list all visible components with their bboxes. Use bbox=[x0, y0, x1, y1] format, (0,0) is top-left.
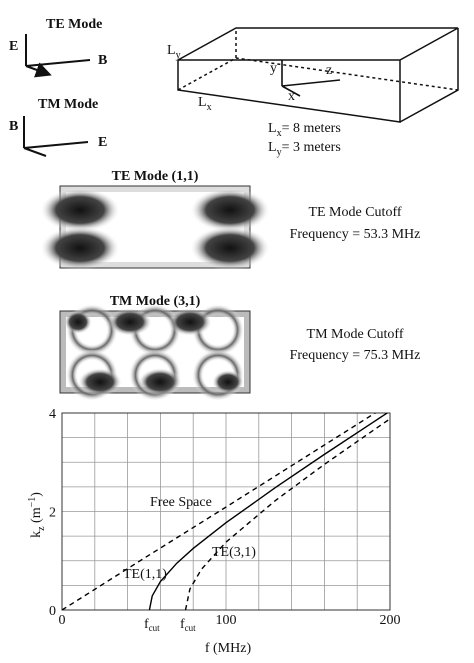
mode-title: TE Mode (1,1) bbox=[112, 169, 199, 184]
axes bbox=[281, 60, 341, 97]
annotation: fcut bbox=[180, 617, 196, 633]
series-line bbox=[62, 413, 377, 610]
tm-pattern bbox=[59, 304, 251, 401]
series-line bbox=[184, 418, 390, 610]
cutoff-title: TM Mode Cutoff bbox=[307, 327, 404, 342]
axis-y: y bbox=[270, 61, 277, 76]
waveguide-box bbox=[177, 27, 459, 123]
b-label: B bbox=[98, 53, 107, 68]
arrows bbox=[25, 34, 91, 74]
dimension: Lx= 8 meters bbox=[268, 121, 341, 139]
y-tick-label: 2 bbox=[49, 506, 56, 521]
arrows bbox=[23, 116, 89, 157]
y-tick-label: 0 bbox=[49, 604, 56, 619]
lx: Lx bbox=[198, 95, 212, 113]
y-tick-label: 4 bbox=[49, 407, 56, 422]
series-label: TE(1,1) bbox=[123, 567, 167, 582]
x-tick-label: 0 bbox=[59, 613, 66, 628]
plot-frame bbox=[61, 412, 391, 611]
e-label: E bbox=[9, 39, 18, 54]
ly: Ly bbox=[167, 43, 181, 61]
x-axis-label: f (MHz) bbox=[205, 641, 252, 656]
tm-diagram: TM Mode B E bbox=[9, 97, 107, 157]
cutoff-title: TE Mode Cutoff bbox=[308, 205, 401, 220]
e-label: E bbox=[98, 135, 107, 150]
mode-title: TM Mode (3,1) bbox=[110, 294, 201, 309]
dimension: Ly= 3 meters bbox=[268, 140, 341, 158]
cutoff-frequency: Frequency = 53.3 MHz bbox=[290, 227, 421, 242]
axis-z: z bbox=[326, 63, 332, 78]
hidden-edges bbox=[177, 28, 459, 91]
series-line bbox=[148, 413, 389, 610]
chart: 0 100 200 0 2 4 Free Space TE(1,1) TE(3,1) bbox=[49, 407, 401, 628]
series-label: TE(3,1) bbox=[212, 545, 256, 560]
annotation: fcut bbox=[144, 617, 160, 633]
x-tick-label: 200 bbox=[380, 613, 401, 628]
x-tick-label: 100 bbox=[216, 613, 237, 628]
te-diagram: TE Mode E B bbox=[9, 17, 107, 74]
series-label: Free Space bbox=[150, 495, 212, 510]
b-label: B bbox=[9, 119, 18, 134]
te-title: TE Mode bbox=[46, 17, 102, 32]
box-edges bbox=[177, 27, 459, 123]
te-pattern bbox=[40, 185, 270, 270]
tm-title: TM Mode bbox=[38, 97, 98, 112]
cutoff-frequency: Frequency = 75.3 MHz bbox=[290, 348, 421, 363]
axis-x: x bbox=[288, 89, 295, 104]
y-axis-label: kz (m−1) bbox=[27, 492, 47, 538]
